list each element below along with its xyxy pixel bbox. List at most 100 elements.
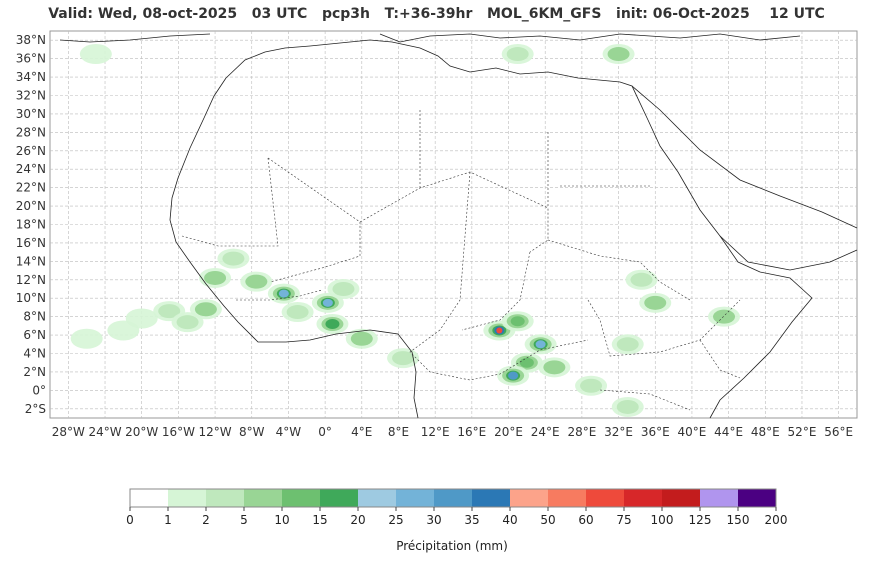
precip-cell-core [543,360,566,375]
colorbar-swatch [168,489,206,507]
colorbar-swatch [320,489,358,507]
colorbar-swatch [358,489,396,507]
colorbar-swatch [244,489,282,507]
lon-tick-label: 0° [318,425,332,439]
precip-cell-core [616,337,639,352]
colorbar-swatch [472,489,510,507]
colorbar-tick-label: 125 [689,513,712,527]
borders [181,110,741,411]
coastline-arabia [631,85,858,229]
precip-cell [79,44,112,65]
lat-tick-label: 18°N [16,218,46,232]
colorbar-tick-label: 75 [616,513,631,527]
colorbar-swatch [206,489,244,507]
lon-tick-label: 24°E [531,425,560,439]
coastlines [59,33,858,419]
precip-cell-core [630,272,653,287]
lat-tick-label: 10°N [16,291,46,305]
precip-cell-core [286,305,309,320]
longitude-ticks: 28°W 24°W 20°W 16°W 12°W 8°W 4°W 0° 4°E 8°E 12°E 16… [52,425,853,439]
precip-cell [125,308,158,329]
coastline-north-africa [225,39,813,419]
lon-tick-label: 16°E [457,425,486,439]
lat-tick-label: 14°N [16,254,46,268]
precip-cell-core [506,47,529,62]
lat-tick-label: 2°S [25,402,46,416]
lat-tick-label: 6°N [23,328,46,342]
precip-cell-core [713,309,736,324]
colorbar-swatch [700,489,738,507]
lat-tick-label: 12°N [16,273,46,287]
colorbar-swatch [586,489,624,507]
map-title: Valid: Wed, 08-oct-2025 03 UTC pcp3h T:+… [48,6,825,22]
colorbar-swatch [282,489,320,507]
lon-tick-label: 12°E [421,425,450,439]
lon-tick-label: 4°E [351,425,372,439]
lat-tick-label: 4°N [23,347,46,361]
lon-tick-label: 8°W [239,425,265,439]
lon-tick-label: 56°E [824,425,853,439]
lat-tick-label: 8°N [23,310,46,324]
lon-tick-label: 20°W [125,425,158,439]
coastline-arabia-south [719,235,858,271]
colorbar-tick-label: 150 [727,513,750,527]
lat-tick-label: 16°N [16,236,46,250]
lon-tick-label: 40°E [678,425,707,439]
colorbar-ticks: 0 1 2 5 10 15 20 25 30 35 40 50 60 75 100 125 150 200 [126,507,787,527]
colorbar-tick-label: 2 [202,513,210,527]
lon-tick-label: 28°E [567,425,596,439]
precip-cell-core [278,289,289,298]
lon-tick-label: 8°E [388,425,409,439]
colorbar-swatch [662,489,700,507]
lat-tick-label: 0° [32,383,46,397]
colorbar-tick-label: 35 [464,513,479,527]
lon-tick-label: 36°E [641,425,670,439]
precip-cell-core [616,399,639,414]
precip-cell-core [508,371,519,380]
coastline-west-africa [169,77,419,419]
colorbar-tick-label: 20 [350,513,365,527]
colorbar-tick-label: 10 [274,513,289,527]
precipitation-map: 38°N 36°N 34°N 32°N 30°N 28°N 26°N 24°N 22°N 20°N… [16,30,858,439]
lat-tick-label: 26°N [16,144,46,158]
precip-cell-core [194,302,217,317]
colorbar-tick-label: 100 [651,513,674,527]
colorbar-tick-label: 60 [578,513,593,527]
precip-cell-core [158,304,181,319]
lon-tick-label: 16°W [162,425,195,439]
colorbar-tick-label: 30 [426,513,441,527]
precip-cell-core [332,282,355,296]
precip-cell-core [222,251,245,266]
precip-cell-core [322,298,333,307]
colorbar-swatch [624,489,662,507]
precip-cell-core [392,351,415,366]
precip-cell-core [607,47,630,62]
colorbar-boxes [129,488,777,508]
precip-cell-core [535,340,546,349]
precip-cell-core [176,315,199,330]
lon-tick-label: 4°W [276,425,302,439]
lon-tick-label: 44°E [714,425,743,439]
latitude-ticks: 38°N 36°N 34°N 32°N 30°N 28°N 26°N 24°N 22°N 20°N… [16,33,46,416]
lon-tick-label: 28°W [52,425,85,439]
lat-tick-label: 28°N [16,125,46,139]
lat-tick-label: 38°N [16,33,46,47]
lat-tick-label: 22°N [16,181,46,195]
lat-tick-label: 2°N [23,365,46,379]
precip-cell-core [245,274,268,289]
colorbar-swatch [434,489,472,507]
precip-cell-core [204,270,227,285]
lon-tick-label: 52°E [788,425,817,439]
lon-tick-label: 32°E [604,425,633,439]
colorbar-swatch [548,489,586,507]
lat-tick-label: 36°N [16,52,46,66]
lon-tick-label: 12°W [198,425,231,439]
precipitation-field [70,44,741,417]
lat-tick-label: 20°N [16,199,46,213]
coastline-europe [59,33,801,43]
lon-tick-label: 20°E [494,425,523,439]
colorbar-swatch [510,489,548,507]
precip-cell-core [325,319,340,330]
colorbar-label: Précipitation (mm) [396,539,508,553]
colorbar-swatch [396,489,434,507]
